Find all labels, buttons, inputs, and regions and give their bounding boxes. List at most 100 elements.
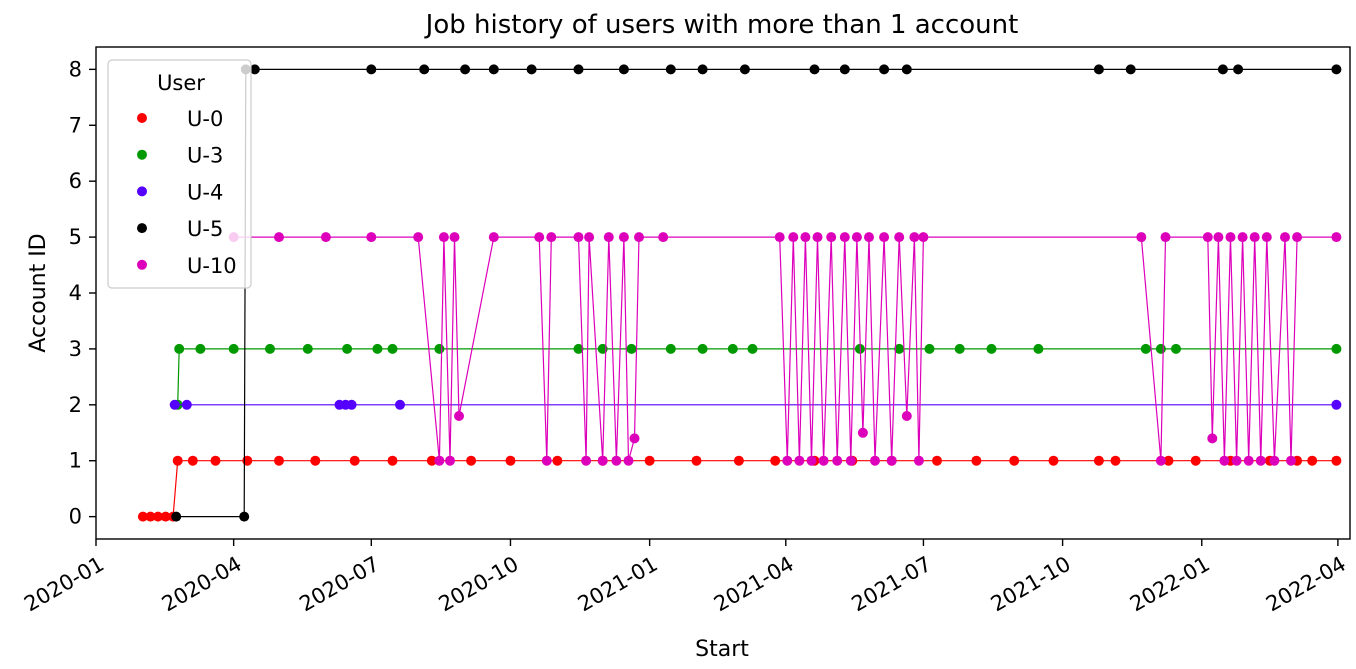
data-point-u-10 bbox=[434, 455, 445, 466]
x-tick-label: 2021-10 bbox=[987, 552, 1075, 617]
data-point-u-4 bbox=[346, 399, 357, 410]
data-point-u-10 bbox=[1207, 433, 1218, 444]
data-point-u-10 bbox=[794, 455, 805, 466]
data-point-u-0 bbox=[644, 455, 655, 466]
data-point-u-5 bbox=[697, 64, 708, 75]
legend: User U-0 U-3 U-4 U-5 U-10 bbox=[107, 59, 252, 289]
y-tick-label: 3 bbox=[69, 337, 82, 361]
plot-layer bbox=[137, 64, 1342, 522]
data-point-u-5 bbox=[460, 64, 471, 75]
data-point-u-5 bbox=[488, 64, 499, 75]
data-point-u-0 bbox=[187, 455, 198, 466]
data-point-u-10 bbox=[623, 455, 634, 466]
data-point-u-5 bbox=[809, 64, 820, 75]
chart-title: Job history of users with more than 1 ac… bbox=[424, 10, 1019, 40]
data-point-u-3 bbox=[894, 343, 905, 354]
data-point-u-5 bbox=[618, 64, 629, 75]
data-point-u-3 bbox=[924, 343, 935, 354]
data-point-u-10 bbox=[534, 232, 545, 243]
data-point-u-10 bbox=[449, 232, 460, 243]
data-point-u-10 bbox=[909, 232, 920, 243]
data-point-u-3 bbox=[228, 343, 239, 354]
data-point-u-0 bbox=[310, 455, 321, 466]
x-tick-label: 2020-10 bbox=[435, 552, 523, 617]
data-point-u-3 bbox=[174, 343, 185, 354]
legend-label-u-5: U-5 bbox=[187, 217, 223, 241]
data-point-u-10 bbox=[1292, 232, 1303, 243]
data-point-u-10 bbox=[832, 455, 843, 466]
data-point-u-3 bbox=[573, 343, 584, 354]
data-point-u-3 bbox=[697, 343, 708, 354]
data-point-u-0 bbox=[1009, 455, 1020, 466]
data-point-u-0 bbox=[1163, 455, 1174, 466]
data-point-u-5 bbox=[739, 64, 750, 75]
data-point-u-0 bbox=[505, 455, 516, 466]
data-point-u-10 bbox=[806, 455, 817, 466]
data-point-u-3 bbox=[1171, 343, 1181, 354]
data-point-u-0 bbox=[932, 455, 942, 466]
data-point-u-10 bbox=[1249, 232, 1260, 243]
data-point-u-10 bbox=[1136, 232, 1147, 243]
data-point-u-10 bbox=[1219, 455, 1230, 466]
x-axis-label: Start bbox=[695, 637, 749, 662]
data-point-u-3 bbox=[1140, 343, 1151, 354]
x-tick-label: 2021-01 bbox=[574, 552, 662, 617]
data-point-u-0 bbox=[426, 455, 437, 466]
legend-label-u-10: U-10 bbox=[187, 254, 237, 278]
data-point-u-10 bbox=[845, 455, 856, 466]
data-point-u-10 bbox=[1213, 232, 1224, 243]
data-point-u-10 bbox=[839, 232, 850, 243]
y-tick-label: 1 bbox=[69, 449, 82, 473]
data-point-u-10 bbox=[1331, 232, 1342, 243]
data-point-u-0 bbox=[160, 511, 171, 522]
data-point-u-3 bbox=[372, 343, 383, 354]
y-tick-label: 4 bbox=[69, 281, 82, 305]
data-point-u-10 bbox=[901, 411, 912, 421]
data-point-u-10 bbox=[629, 433, 640, 444]
data-point-u-10 bbox=[886, 455, 897, 466]
data-point-u-3 bbox=[626, 343, 637, 354]
legend-label-u-0: U-0 bbox=[187, 107, 223, 131]
data-point-u-3 bbox=[665, 343, 676, 354]
data-point-u-10 bbox=[818, 455, 829, 466]
data-point-u-10 bbox=[879, 232, 890, 243]
data-point-u-5 bbox=[573, 64, 584, 75]
data-point-u-0 bbox=[552, 455, 563, 466]
data-point-u-5 bbox=[1125, 64, 1136, 75]
data-point-u-3 bbox=[387, 343, 398, 354]
data-point-u-5 bbox=[1233, 64, 1244, 75]
data-point-u-5 bbox=[1331, 64, 1342, 75]
data-point-u-10 bbox=[603, 232, 614, 243]
data-point-u-10 bbox=[788, 232, 799, 243]
data-point-u-3 bbox=[1033, 343, 1044, 354]
data-point-u-10 bbox=[274, 232, 284, 243]
data-point-u-10 bbox=[1261, 232, 1272, 243]
legend-marker-u-3 bbox=[137, 149, 147, 160]
data-point-u-0 bbox=[1093, 455, 1104, 466]
data-point-u-0 bbox=[466, 455, 477, 466]
legend-marker-u-0 bbox=[137, 113, 147, 123]
data-point-u-10 bbox=[857, 427, 868, 438]
data-point-u-0 bbox=[1048, 455, 1059, 466]
data-point-u-3 bbox=[1331, 343, 1342, 354]
data-point-u-10 bbox=[918, 232, 929, 243]
data-point-u-10 bbox=[573, 232, 584, 243]
data-point-u-3 bbox=[986, 343, 997, 354]
data-point-u-10 bbox=[454, 411, 464, 421]
data-point-u-5 bbox=[249, 64, 260, 75]
data-point-u-10 bbox=[1280, 232, 1290, 243]
data-point-u-0 bbox=[971, 455, 982, 466]
data-point-u-0 bbox=[1110, 455, 1121, 466]
data-point-u-0 bbox=[1331, 455, 1342, 466]
legend-title: User bbox=[157, 71, 205, 95]
data-point-u-3 bbox=[265, 343, 275, 354]
legend-marker-u-5 bbox=[137, 223, 147, 234]
data-point-u-5 bbox=[1093, 64, 1104, 75]
data-point-u-10 bbox=[1237, 232, 1248, 243]
y-axis: 0 1 2 3 4 5 6 7 8 bbox=[69, 57, 96, 529]
data-point-u-5 bbox=[879, 64, 890, 75]
x-tick-label: 2021-07 bbox=[848, 552, 936, 617]
data-point-u-3 bbox=[727, 343, 738, 354]
data-point-u-4 bbox=[395, 399, 405, 410]
